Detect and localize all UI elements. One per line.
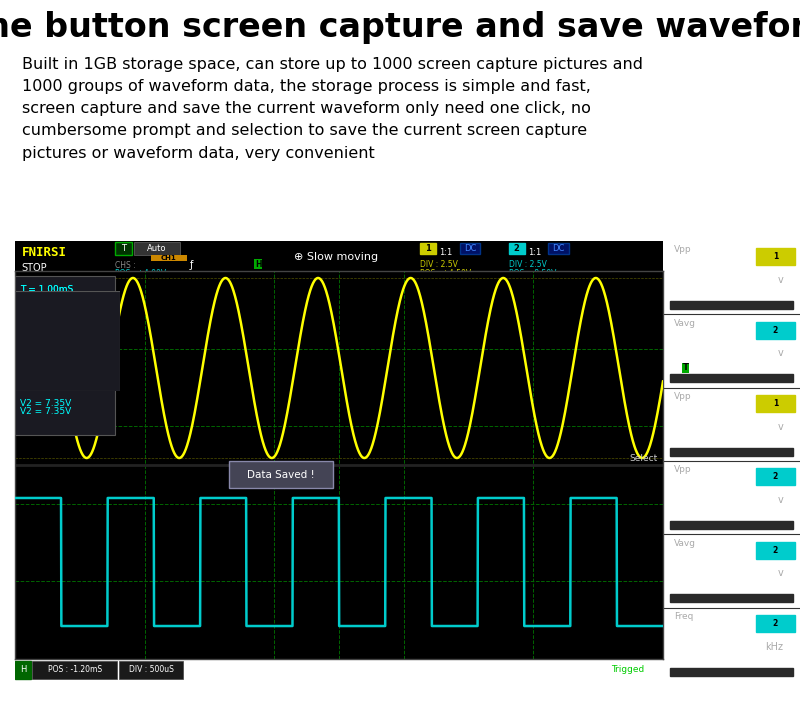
Bar [15,275,115,435]
Text: Built in 1GB storage space, can store up to 1000 screen capture pictures and
100: Built in 1GB storage space, can store up… [22,57,643,161]
Text: DC: DC [464,244,476,253]
Text: Trigged: Trigged [611,665,645,674]
Text: CH1: CH1 [161,255,177,261]
Text: 2: 2 [773,545,778,554]
Text: 7.36: 7.36 [688,417,736,436]
Bar [670,668,793,676]
Text: +3.43: +3.43 [688,344,742,362]
Text: Data Saved !: Data Saved ! [247,470,314,479]
Text: Vavg: Vavg [674,539,696,547]
Text: ⊕ Slow moving: ⊕ Slow moving [294,252,378,262]
Text: 2: 2 [773,619,778,628]
Text: ƒ: ƒ [190,260,194,270]
Bar [670,301,793,309]
Text: CHS :: CHS : [115,261,136,269]
Text: Vpp: Vpp [674,392,691,401]
Bar [459,243,480,254]
Text: v: v [778,348,783,358]
Text: F = 1KHz: F = 1KHz [20,325,62,334]
Bar [229,461,333,489]
Text: DIV : 2.5V: DIV : 2.5V [509,260,546,269]
Text: v: v [778,495,783,505]
Text: +3.43: +3.43 [688,564,742,583]
Text: H: H [20,665,26,674]
Text: POS : +4.00V: POS : +4.00V [115,268,166,278]
Text: FNIRSI: FNIRSI [22,246,66,259]
Text: 7.36: 7.36 [688,271,736,290]
Text: One button screen capture and save waveform: One button screen capture and save wavef… [0,11,800,43]
Text: V2 = 7.35V: V2 = 7.35V [20,399,71,408]
Text: v: v [778,421,783,432]
Text: T: T [682,364,689,372]
Bar [134,242,180,254]
Text: 2: 2 [514,244,519,253]
Bar [15,661,31,679]
Bar [670,521,793,529]
Text: T = 1.00mS: T = 1.00mS [20,285,74,294]
Text: 1: 1 [773,252,778,261]
Text: H: H [254,259,262,268]
Text: DC: DC [553,244,565,253]
Text: T = 1.00mS: T = 1.00mS [20,285,74,294]
Bar [509,243,525,254]
Bar [670,374,793,382]
Bar [118,661,183,679]
Text: V2 = 7.35V: V2 = 7.35V [20,407,71,416]
Bar [151,254,186,261]
Text: 7.46: 7.46 [688,491,736,510]
Text: DIV : 500uS: DIV : 500uS [129,665,174,674]
Text: V1 = 7.35V: V1 = 7.35V [20,360,71,369]
Text: Vavg: Vavg [674,319,696,328]
Bar [670,594,793,602]
Bar [756,468,794,485]
Text: T: T [121,245,126,253]
Text: Select: Select [630,454,658,463]
Text: v: v [778,275,783,285]
Text: POS : -1.20mS: POS : -1.20mS [47,665,102,674]
Text: 1:1: 1:1 [528,248,542,257]
Bar [756,615,794,632]
Text: POS : +4.50V: POS : +4.50V [420,268,471,278]
Text: Freq: Freq [674,612,694,621]
Text: 1: 1 [773,399,778,408]
Text: STOP: STOP [22,263,47,273]
Text: DIV : 2.5V: DIV : 2.5V [420,260,458,269]
Text: 1.00: 1.00 [688,637,735,656]
Text: 2: 2 [773,326,778,334]
Text: kHz: kHz [766,641,783,651]
Bar [756,542,794,559]
Text: Vpp: Vpp [674,465,691,475]
Text: F = 1KHz: F = 1KHz [20,322,62,332]
Bar [33,661,117,679]
Bar [548,243,569,254]
Text: 1: 1 [425,244,430,253]
Bar [756,248,794,265]
Text: 1:1: 1:1 [439,248,453,257]
Bar [756,322,794,339]
Bar [115,242,132,254]
Text: V1 = 7.35V: V1 = 7.35V [20,366,71,375]
Bar [756,395,794,412]
Text: v: v [778,569,783,578]
Bar [420,243,436,254]
Text: 2: 2 [773,472,778,482]
Bar [670,448,793,456]
Text: Auto: Auto [147,245,166,253]
Text: Vpp: Vpp [674,245,691,254]
Text: POS : -8.50V: POS : -8.50V [509,268,556,278]
